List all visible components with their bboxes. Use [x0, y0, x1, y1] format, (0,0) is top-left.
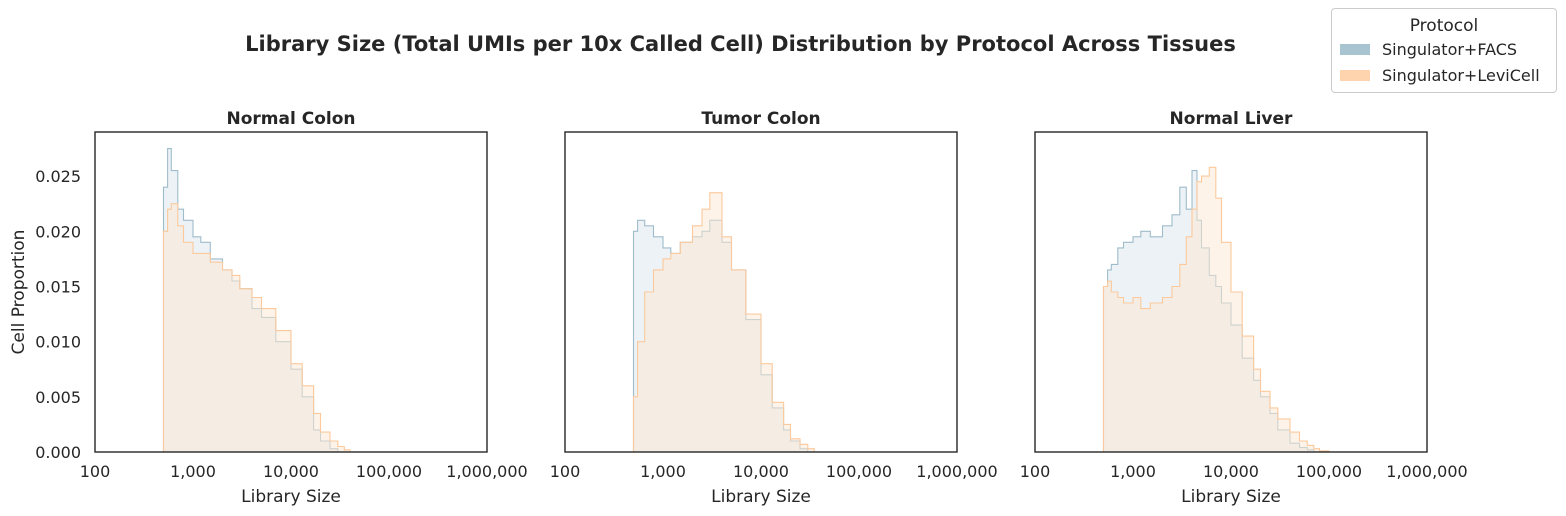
series-line-singulator-levicell-normal-liver [1102, 166, 1330, 452]
x-axis-label-normal-colon: Library Size [241, 487, 341, 507]
legend: Protocol Singulator+FACS Singulator+Levi… [1331, 8, 1557, 93]
series-area-singulator-levicell-normal-liver [1103, 167, 1329, 453]
x-tick-label: 10,000 [263, 462, 319, 481]
legend-item-facs: Singulator+FACS [1332, 36, 1556, 62]
x-tick-label: 100,000 [356, 462, 422, 481]
x-tick-label: 10,000 [1203, 462, 1259, 481]
legend-label-facs: Singulator+FACS [1382, 39, 1518, 59]
panel-tumor-colon: Tumor Colon 100 1,000 10,000 100,000 1,000,00… [550, 109, 998, 507]
series-line-singulator-levicell-tumor-colon [632, 192, 815, 452]
x-tick-label: 100,000 [826, 462, 892, 481]
y-tick-label: 0.010 [35, 333, 81, 352]
x-axis-label-tumor-colon: Library Size [711, 487, 811, 507]
x-tick-label: 1,000 [1110, 462, 1156, 481]
x-tick-label: 1,000 [640, 462, 686, 481]
legend-item-levicell: Singulator+LeviCell [1332, 62, 1556, 88]
x-tick-label: 1,000,000 [446, 462, 527, 481]
series-area-singulator-levicell-normal-colon [163, 203, 350, 452]
plot-frame-normal-colon [94, 131, 488, 453]
plot-frame-normal-liver [1034, 131, 1428, 453]
panel-normal-colon: Normal Colon 100 1,000 10,000 100,000 1,000,0… [9, 109, 528, 507]
y-axis-label: Cell Proportion [9, 230, 29, 355]
plot-frame-tumor-colon [564, 131, 958, 453]
y-tick-label: 0.000 [35, 443, 81, 462]
x-tick-label: 1,000,000 [916, 462, 997, 481]
panel-normal-liver: Normal Liver 100 1,000 10,000 100,000 1,000,0… [1020, 109, 1468, 507]
x-tick-label: 100 [550, 462, 581, 481]
y-tick-label: 0.005 [35, 388, 81, 407]
figure-title: Library Size (Total UMIs per 10x Called … [245, 32, 1236, 56]
legend-label-levicell: Singulator+LeviCell [1382, 65, 1540, 85]
panel-title-tumor-colon: Tumor Colon [701, 109, 820, 129]
panel-title-normal-colon: Normal Colon [227, 109, 356, 129]
legend-swatch-facs [1340, 43, 1370, 55]
y-tick-label: 0.015 [35, 277, 81, 296]
panel-title-normal-liver: Normal Liver [1170, 109, 1293, 129]
x-tick-label: 10,000 [733, 462, 789, 481]
y-tick-label: 0.020 [35, 222, 81, 241]
legend-title: Protocol [1409, 16, 1479, 36]
x-tick-label: 100,000 [1296, 462, 1362, 481]
x-axis-label-normal-liver: Library Size [1181, 487, 1281, 507]
series-area-singulator-levicell-tumor-colon [633, 192, 815, 452]
x-tick-label: 1,000 [170, 462, 216, 481]
x-tick-label: 1,000,000 [1386, 462, 1467, 481]
y-tick-label: 0.025 [35, 167, 81, 186]
x-tick-label: 100 [80, 462, 111, 481]
x-tick-label: 100 [1020, 462, 1051, 481]
legend-swatch-levicell [1340, 69, 1370, 81]
series-line-singulator-levicell-normal-colon [162, 203, 351, 452]
